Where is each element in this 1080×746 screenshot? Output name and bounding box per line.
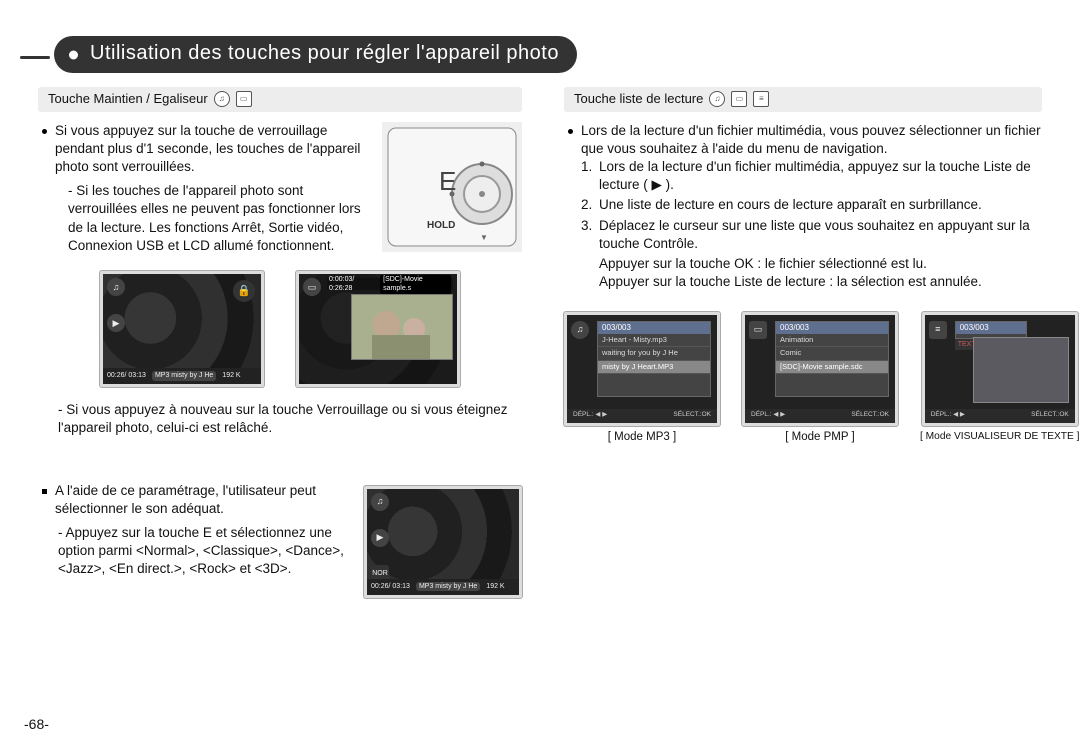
num-3: 3. [581, 217, 599, 253]
right-li3c: Appuyer sur la touche Liste de lecture :… [599, 273, 1042, 291]
pmp-caption: [ Mode PMP ] [785, 430, 854, 446]
movie-screen: ▭ 🔒 0:00:03/ 0:26:28 [SDC]-Movie sample.… [296, 271, 460, 387]
camera-hold-label: HOLD [427, 220, 455, 231]
left-p2: - Si vous appuyez à nouveau sur la touch… [58, 401, 522, 437]
page-heading: Utilisation des touches pour régler l'ap… [54, 36, 577, 73]
left-section-title: Touche Maintien / Egaliseur ♫ ▭ [38, 87, 522, 112]
txt-nav: DÉPL.: ◀ ▶ SÉLECT.:OK [925, 409, 1075, 423]
mp3-track: MP3 misty by J He [152, 371, 216, 380]
camera-e-label: E [439, 166, 456, 196]
headphones-icon: ♫ [214, 91, 230, 107]
right-p1: Lors de la lecture d'un fichier multiméd… [581, 122, 1042, 158]
screen-icon: ▭ [236, 91, 252, 107]
camera-illustration: E HOLD ▼ [382, 122, 522, 252]
screen-icon: ▭ [749, 321, 767, 339]
movie-thumbnail [351, 294, 453, 360]
right-bullet: Lors de la lecture d'un fichier multiméd… [564, 122, 1042, 292]
mp3-playlist: 003/003 J-Heart - Misty.mp3 waiting for … [597, 321, 711, 397]
text-icon: ≡ [929, 321, 947, 339]
mp3-status-bar: 00:26/ 03:13 MP3 misty by J He 192 K [103, 368, 261, 384]
lock-icon: 🔒 [233, 280, 255, 302]
left-p3: A l'aide de ce paramétrage, l'utilisateu… [55, 482, 348, 518]
list-item: Comic [776, 347, 888, 360]
movie-time: 0:00:03/ 0:26:28 [329, 275, 376, 294]
right-li2: Une liste de lecture en cours de lecture… [599, 196, 1042, 214]
header-dot-icon [69, 50, 78, 59]
nav-right: SÉLECT.:OK [851, 411, 889, 420]
left-bullet-2: A l'aide de ce paramétrage, l'utilisateu… [38, 482, 348, 518]
right-section-title: Touche liste de lecture ♫ ▭ ≡ [564, 87, 1042, 112]
nav-left: DÉPL.: ◀ ▶ [931, 411, 965, 420]
right-li1: Lors de la lecture d'un fichier multiméd… [599, 158, 1042, 194]
mp3-bitrate: 192 K [222, 371, 240, 380]
bullet-icon [568, 129, 573, 134]
right-column: Touche liste de lecture ♫ ▭ ≡ Lors de la… [540, 87, 1056, 598]
screen-icon: ▭ [731, 91, 747, 107]
eq-screen-wrap: ♫ ▶ NOR 00:26/ 03:13 MP3 misty by J He 1… [364, 486, 522, 598]
bullet-square-icon [42, 489, 47, 494]
page-number: -68- [24, 716, 49, 732]
movie-file: [SDC]-Movie sample.s [380, 275, 451, 294]
mp3-time: 00:26/ 03:13 [107, 371, 146, 380]
eq-bitrate: 192 K [486, 582, 504, 591]
headphones-icon: ♫ [371, 493, 389, 511]
list-item: J-Heart - Misty.mp3 [598, 334, 710, 347]
bullet-icon [42, 129, 47, 134]
list-item-selected: misty by J Heart.MP3 [598, 361, 710, 374]
right-li3: Déplacez le curseur sur une liste que vo… [599, 217, 1042, 253]
page-heading-text: Utilisation des touches pour régler l'ap… [90, 42, 559, 64]
txt-caption: [ Mode VISUALISEUR DE TEXTE ] [920, 430, 1079, 444]
mode-screens-row: ♫ 003/003 J-Heart - Misty.mp3 waiting fo… [564, 312, 1042, 446]
screen-icon: ▭ [303, 278, 321, 296]
mp3-nav: DÉPL.: ◀ ▶ SÉLECT.:OK [567, 409, 717, 423]
play-icon: ▶ [371, 529, 389, 547]
mode-mp3-screen: ♫ 003/003 J-Heart - Misty.mp3 waiting fo… [564, 312, 720, 426]
text-icon: ≡ [753, 91, 769, 107]
nav-right: SÉLECT.:OK [673, 411, 711, 420]
mp3-caption: [ Mode MP3 ] [608, 430, 676, 446]
list-item: waiting for you by J He [598, 347, 710, 360]
eq-track: MP3 misty by J He [416, 582, 480, 591]
left-screens-row-1: ♫ ▶ 🔒 00:26/ 03:13 MP3 misty by J He 192… [38, 271, 522, 387]
mp3-screen-1: ♫ ▶ 🔒 00:26/ 03:13 MP3 misty by J He 192… [100, 271, 264, 387]
left-section-label: Touche Maintien / Egaliseur [48, 90, 208, 108]
left-p3a: - Appuyez sur la touche E et sélectionne… [58, 524, 348, 579]
list-item: Animation [776, 334, 888, 347]
right-li3b: Appuyer sur la touche OK : le fichier sé… [599, 255, 1042, 273]
header-lead-line [20, 56, 50, 59]
nav-left: DÉPL.: ◀ ▶ [573, 411, 607, 420]
left-p1: Si vous appuyez sur la touche de verroui… [55, 122, 374, 177]
nav-left: DÉPL.: ◀ ▶ [751, 411, 785, 420]
pmp-nav: DÉPL.: ◀ ▶ SÉLECT.:OK [745, 409, 895, 423]
num-2: 2. [581, 196, 599, 214]
svg-text:▼: ▼ [480, 233, 488, 242]
eq-status-bar: 00:26/ 03:13 MP3 misty by J He 192 K [367, 579, 519, 595]
headphones-icon: ♫ [107, 278, 125, 296]
txt-counter: 003/003 [956, 322, 1026, 335]
pmp-counter: 003/003 [776, 322, 888, 335]
mp3-screen-eq: ♫ ▶ NOR 00:26/ 03:13 MP3 misty by J He 1… [364, 486, 522, 598]
txt-preview-box [973, 337, 1069, 403]
pmp-playlist: 003/003 Animation Comic [SDC]-Movie samp… [775, 321, 889, 397]
mode-txt-screen: ≡ 003/003 TEXT.TXT DÉPL.: ◀ ▶ SÉLECT.:OK [922, 312, 1078, 426]
nav-right: SÉLECT.:OK [1031, 411, 1069, 420]
num-1: 1. [581, 158, 599, 194]
headphones-icon: ♫ [571, 321, 589, 339]
left-bullet-1: Si vous appuyez sur la touche de verroui… [38, 122, 374, 177]
right-section-label: Touche liste de lecture [574, 90, 703, 108]
headphones-icon: ♫ [709, 91, 725, 107]
movie-top-strip: 0:00:03/ 0:26:28 [SDC]-Movie sample.s [327, 278, 453, 290]
play-icon: ▶ [107, 314, 125, 332]
mode-pmp-screen: ▭ 003/003 Animation Comic [SDC]-Movie sa… [742, 312, 898, 426]
left-column: Touche Maintien / Egaliseur ♫ ▭ E HOLD ▼ [24, 87, 540, 598]
mp3-counter: 003/003 [598, 322, 710, 335]
eq-time: 00:26/ 03:13 [371, 582, 410, 591]
list-item-selected: [SDC]-Movie sample.sdc [776, 361, 888, 374]
